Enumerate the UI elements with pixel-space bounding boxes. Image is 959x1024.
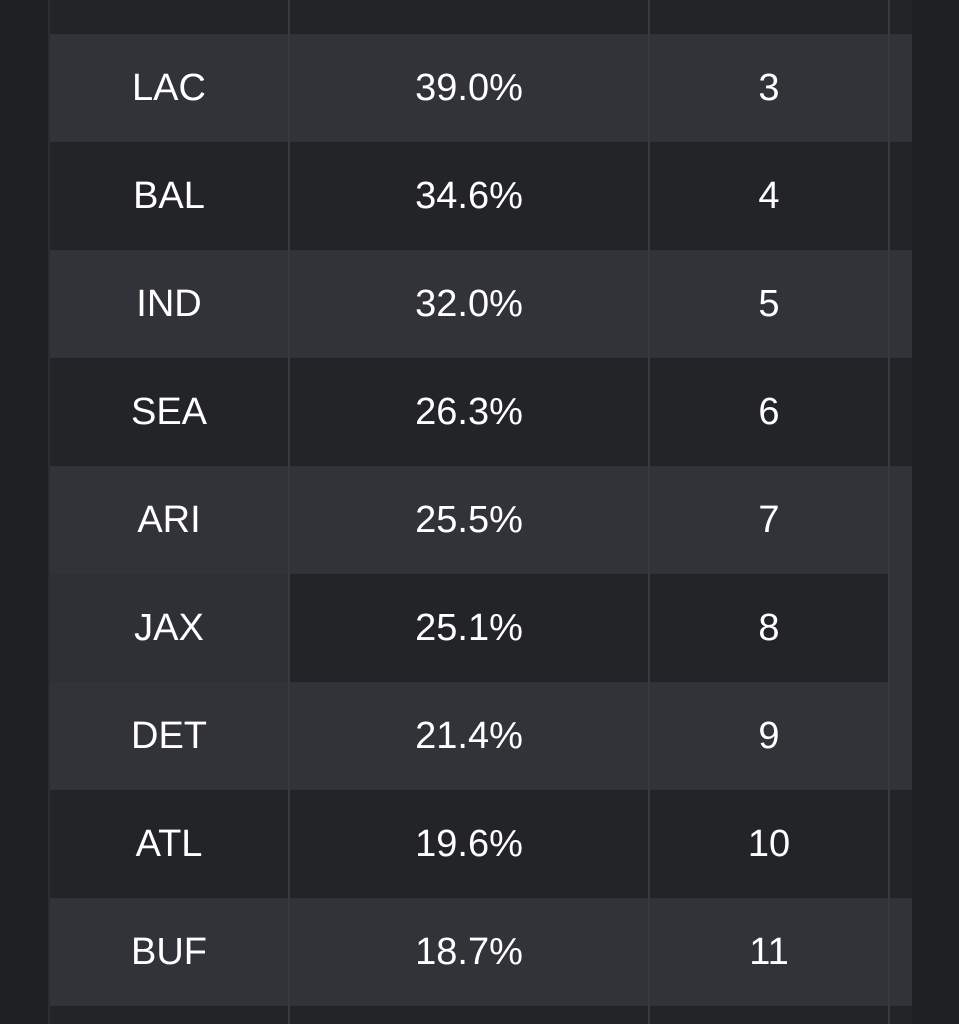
- table-row-highlighted[interactable]: JAX 25.1% 8: [50, 574, 912, 682]
- percentage-cell: 26.3%: [290, 358, 650, 466]
- team-cell: [50, 0, 290, 34]
- percentage-cell: 32.0%: [290, 250, 650, 358]
- rank-cell: 7: [650, 466, 890, 574]
- team-cell: DET: [50, 682, 290, 790]
- team-cell: BUF: [50, 898, 290, 1006]
- table-row[interactable]: SEA 26.3% 6: [50, 358, 912, 466]
- table-row[interactable]: IND 32.0% 5: [50, 250, 912, 358]
- rank-cell: 5: [650, 250, 890, 358]
- team-cell: BAL: [50, 142, 290, 250]
- percentage-cell: 39.0%: [290, 34, 650, 142]
- percentage-cell: [290, 0, 650, 34]
- extra-cell: [890, 250, 912, 358]
- table-row[interactable]: BAL 34.6% 4: [50, 142, 912, 250]
- table-row: [50, 1006, 912, 1024]
- team-cell: ARI: [50, 466, 290, 574]
- percentage-cell: 25.5%: [290, 466, 650, 574]
- percentage-cell: [290, 1006, 650, 1024]
- team-cell: ATL: [50, 790, 290, 898]
- percentage-cell: 19.6%: [290, 790, 650, 898]
- extra-cell: [890, 0, 912, 34]
- table-row[interactable]: LAC 39.0% 3: [50, 34, 912, 142]
- extra-cell: [890, 466, 912, 574]
- percentage-cell: 34.6%: [290, 142, 650, 250]
- rank-cell: 10: [650, 790, 890, 898]
- rank-cell: 3: [650, 34, 890, 142]
- team-cell: SEA: [50, 358, 290, 466]
- extra-cell: [890, 682, 912, 790]
- team-cell: IND: [50, 250, 290, 358]
- percentage-cell: 18.7%: [290, 898, 650, 1006]
- extra-cell: [890, 142, 912, 250]
- table-row: [50, 0, 912, 34]
- rank-cell: [650, 0, 890, 34]
- rank-cell: 4: [650, 142, 890, 250]
- table-row[interactable]: ATL 19.6% 10: [50, 790, 912, 898]
- extra-cell: [890, 898, 912, 1006]
- rank-cell: 11: [650, 898, 890, 1006]
- team-cell: [50, 1006, 290, 1024]
- table-row[interactable]: ARI 25.5% 7: [50, 466, 912, 574]
- table-row[interactable]: BUF 18.7% 11: [50, 898, 912, 1006]
- team-cell: LAC: [50, 34, 290, 142]
- team-cell: JAX: [50, 574, 290, 682]
- percentage-cell: 21.4%: [290, 682, 650, 790]
- extra-cell: [890, 34, 912, 142]
- extra-cell: [890, 790, 912, 898]
- data-table: LAC 39.0% 3 BAL 34.6% 4 IND 32.0% 5 SEA …: [48, 0, 912, 1024]
- rank-cell: 9: [650, 682, 890, 790]
- rank-cell: 6: [650, 358, 890, 466]
- extra-cell: [890, 1006, 912, 1024]
- table-row[interactable]: DET 21.4% 9: [50, 682, 912, 790]
- rank-cell: 8: [650, 574, 890, 682]
- extra-cell: [890, 574, 912, 682]
- rank-cell: [650, 1006, 890, 1024]
- extra-cell: [890, 358, 912, 466]
- percentage-cell: 25.1%: [290, 574, 650, 682]
